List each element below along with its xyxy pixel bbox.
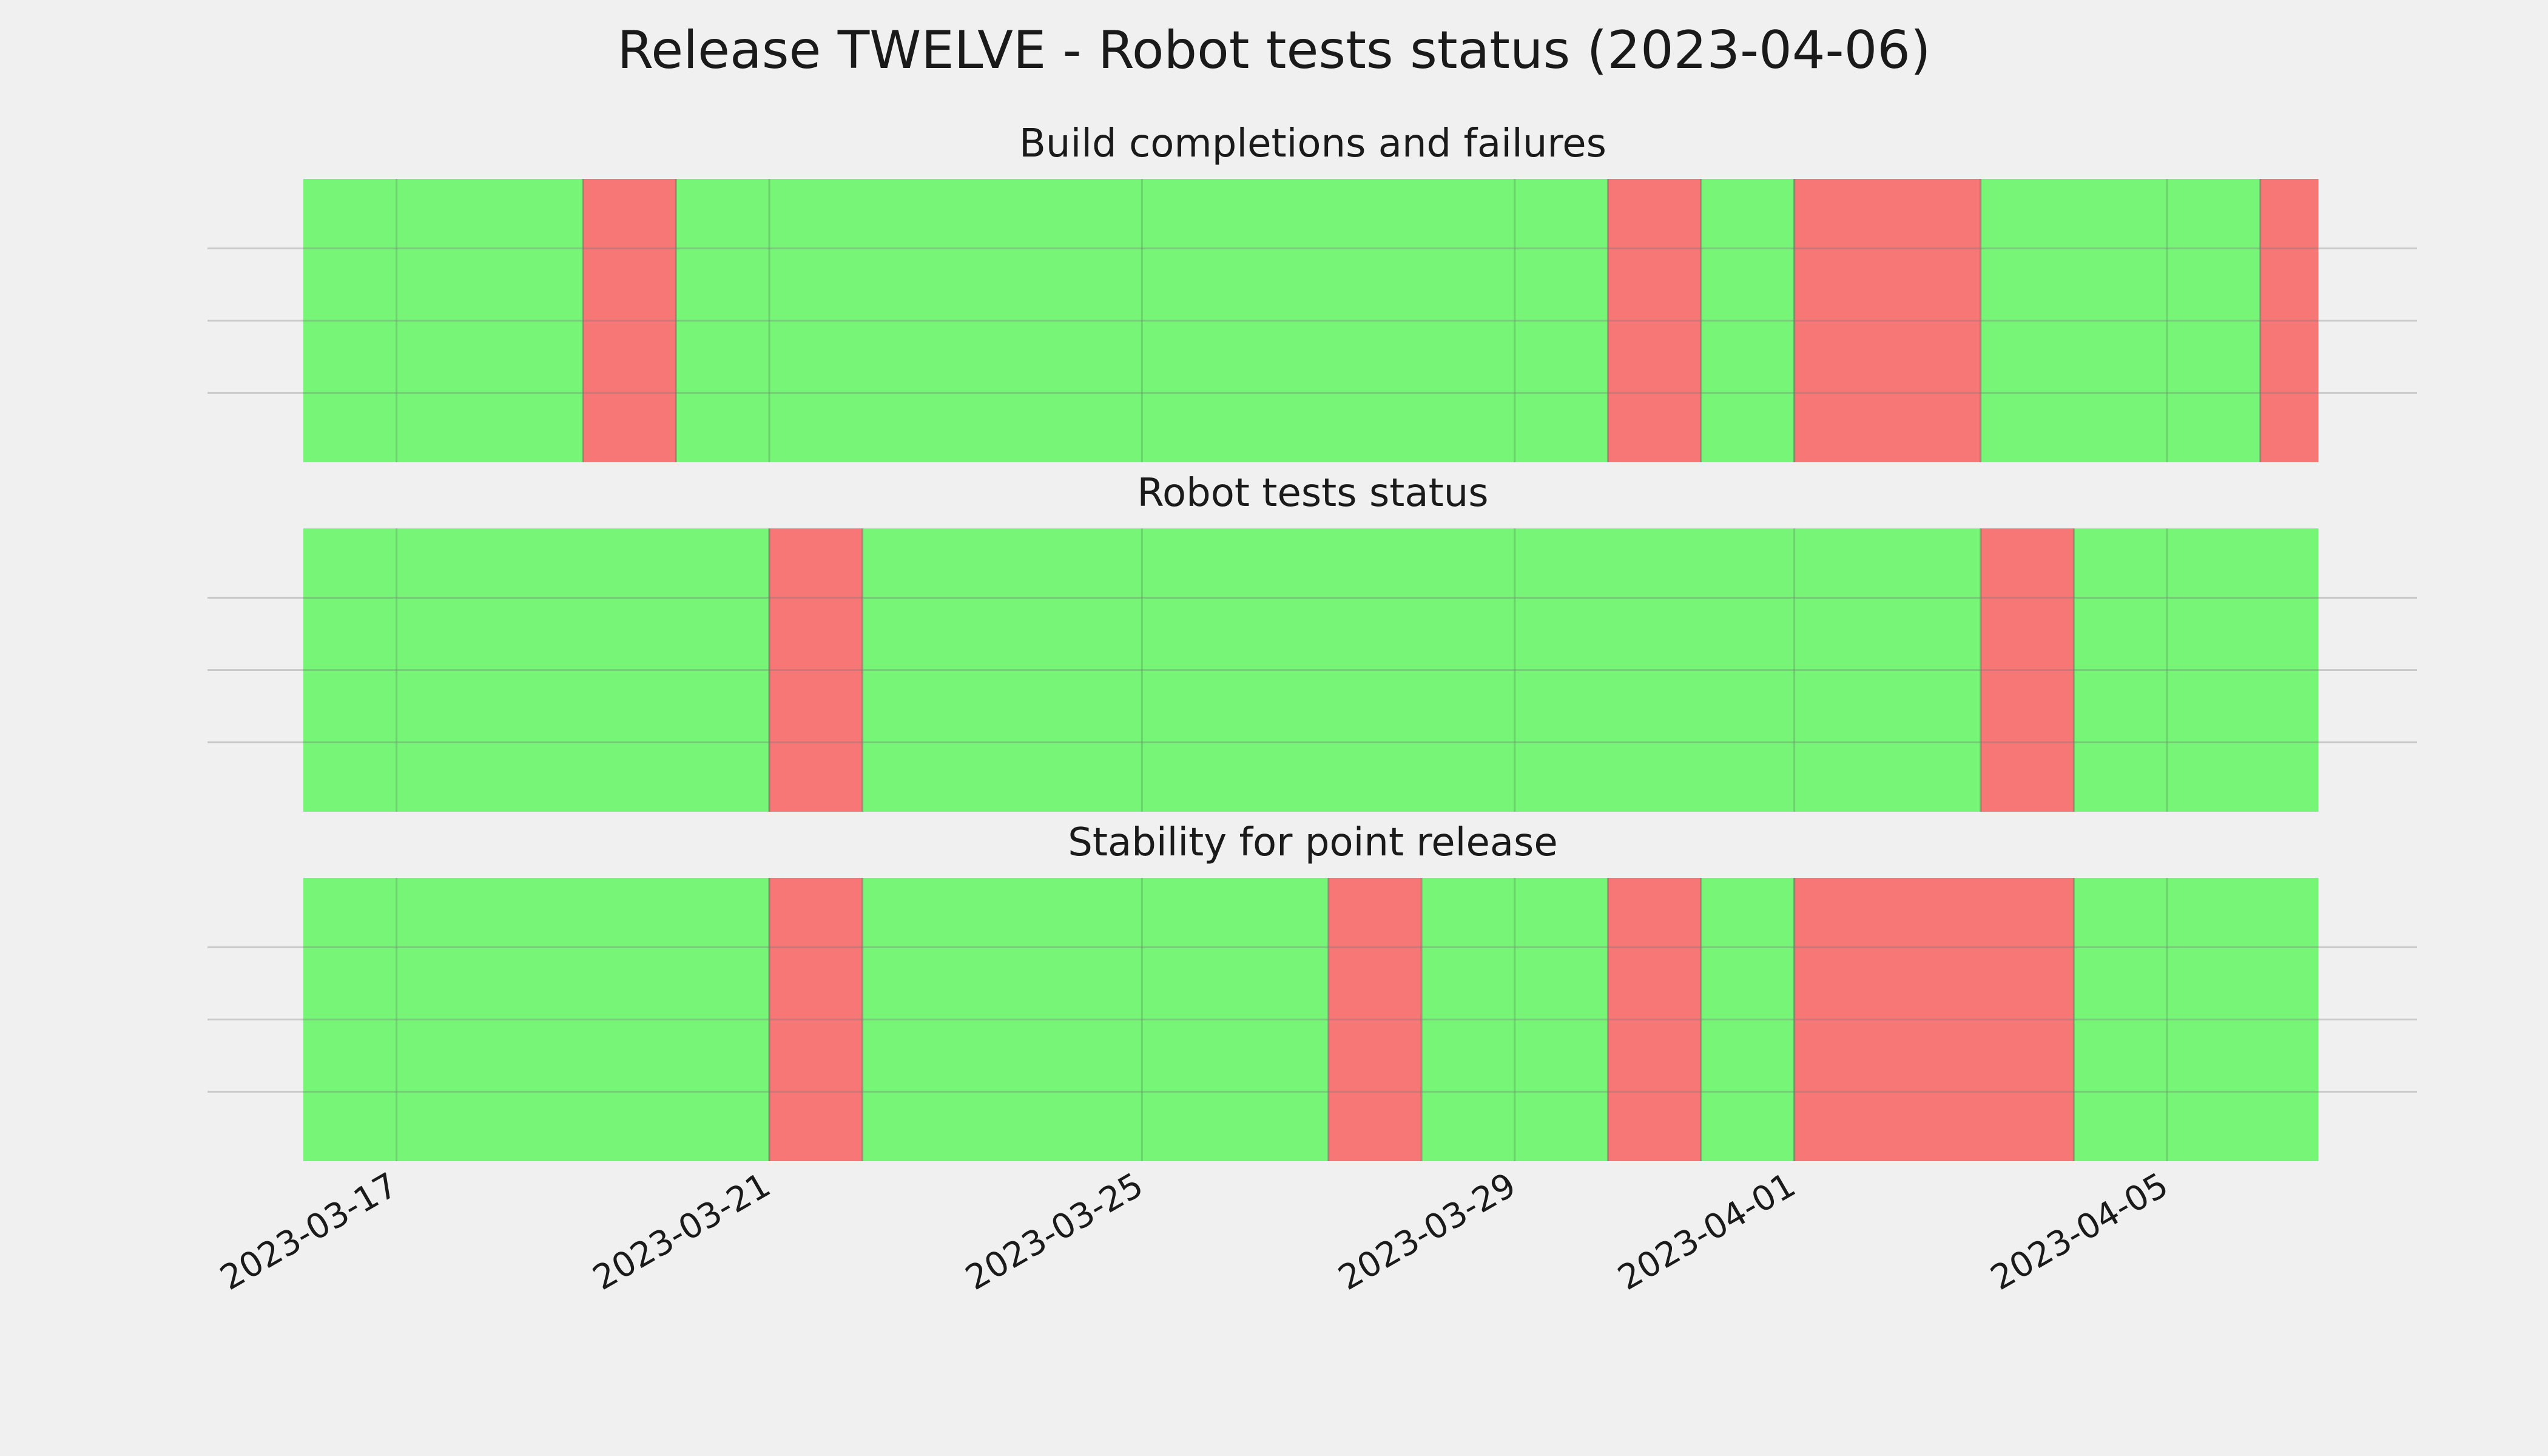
status-segment-fail	[1980, 528, 2074, 812]
status-segment-pass	[303, 528, 769, 812]
status-segment-fail	[2260, 179, 2319, 462]
status-segment-fail	[769, 528, 863, 812]
status-segment-pass	[2074, 528, 2319, 812]
status-segment-pass	[1701, 878, 1795, 1161]
status-segment-fail	[1608, 179, 1701, 462]
status-segment-fail	[769, 878, 863, 1161]
status-segment-pass	[1701, 179, 1795, 462]
status-segment-pass	[862, 528, 1981, 812]
status-segment-pass	[1980, 179, 2260, 462]
chart-title: Release TWELVE - Robot tests status (202…	[617, 20, 1930, 81]
status-segment-fail	[1328, 878, 1422, 1161]
panel-grid	[207, 179, 2417, 462]
panel-grid	[207, 878, 2417, 1161]
status-segment-pass	[2074, 878, 2319, 1161]
panel-stability: Stability for point release	[207, 820, 2417, 1161]
panel-bars	[303, 179, 2319, 462]
panel-title: Robot tests status	[1137, 471, 1488, 516]
status-segment-pass	[303, 179, 583, 462]
status-segment-pass	[862, 878, 1329, 1161]
status-segment-fail	[1794, 878, 2074, 1161]
panel-build: Build completions and failures	[207, 121, 2417, 462]
status-segment-fail	[582, 179, 676, 462]
panel-bars	[303, 528, 2319, 812]
status-segment-fail	[1794, 179, 1981, 462]
panel-title: Build completions and failures	[1019, 121, 1606, 166]
status-segment-pass	[1421, 878, 1608, 1161]
panel-bars	[303, 878, 2319, 1161]
panel-title: Stability for point release	[1068, 820, 1558, 865]
status-segment-pass	[676, 179, 1608, 462]
panel-grid	[207, 528, 2417, 812]
status-segment-fail	[1608, 878, 1701, 1161]
panel-robot: Robot tests status	[207, 471, 2417, 812]
status-segment-pass	[303, 878, 769, 1161]
